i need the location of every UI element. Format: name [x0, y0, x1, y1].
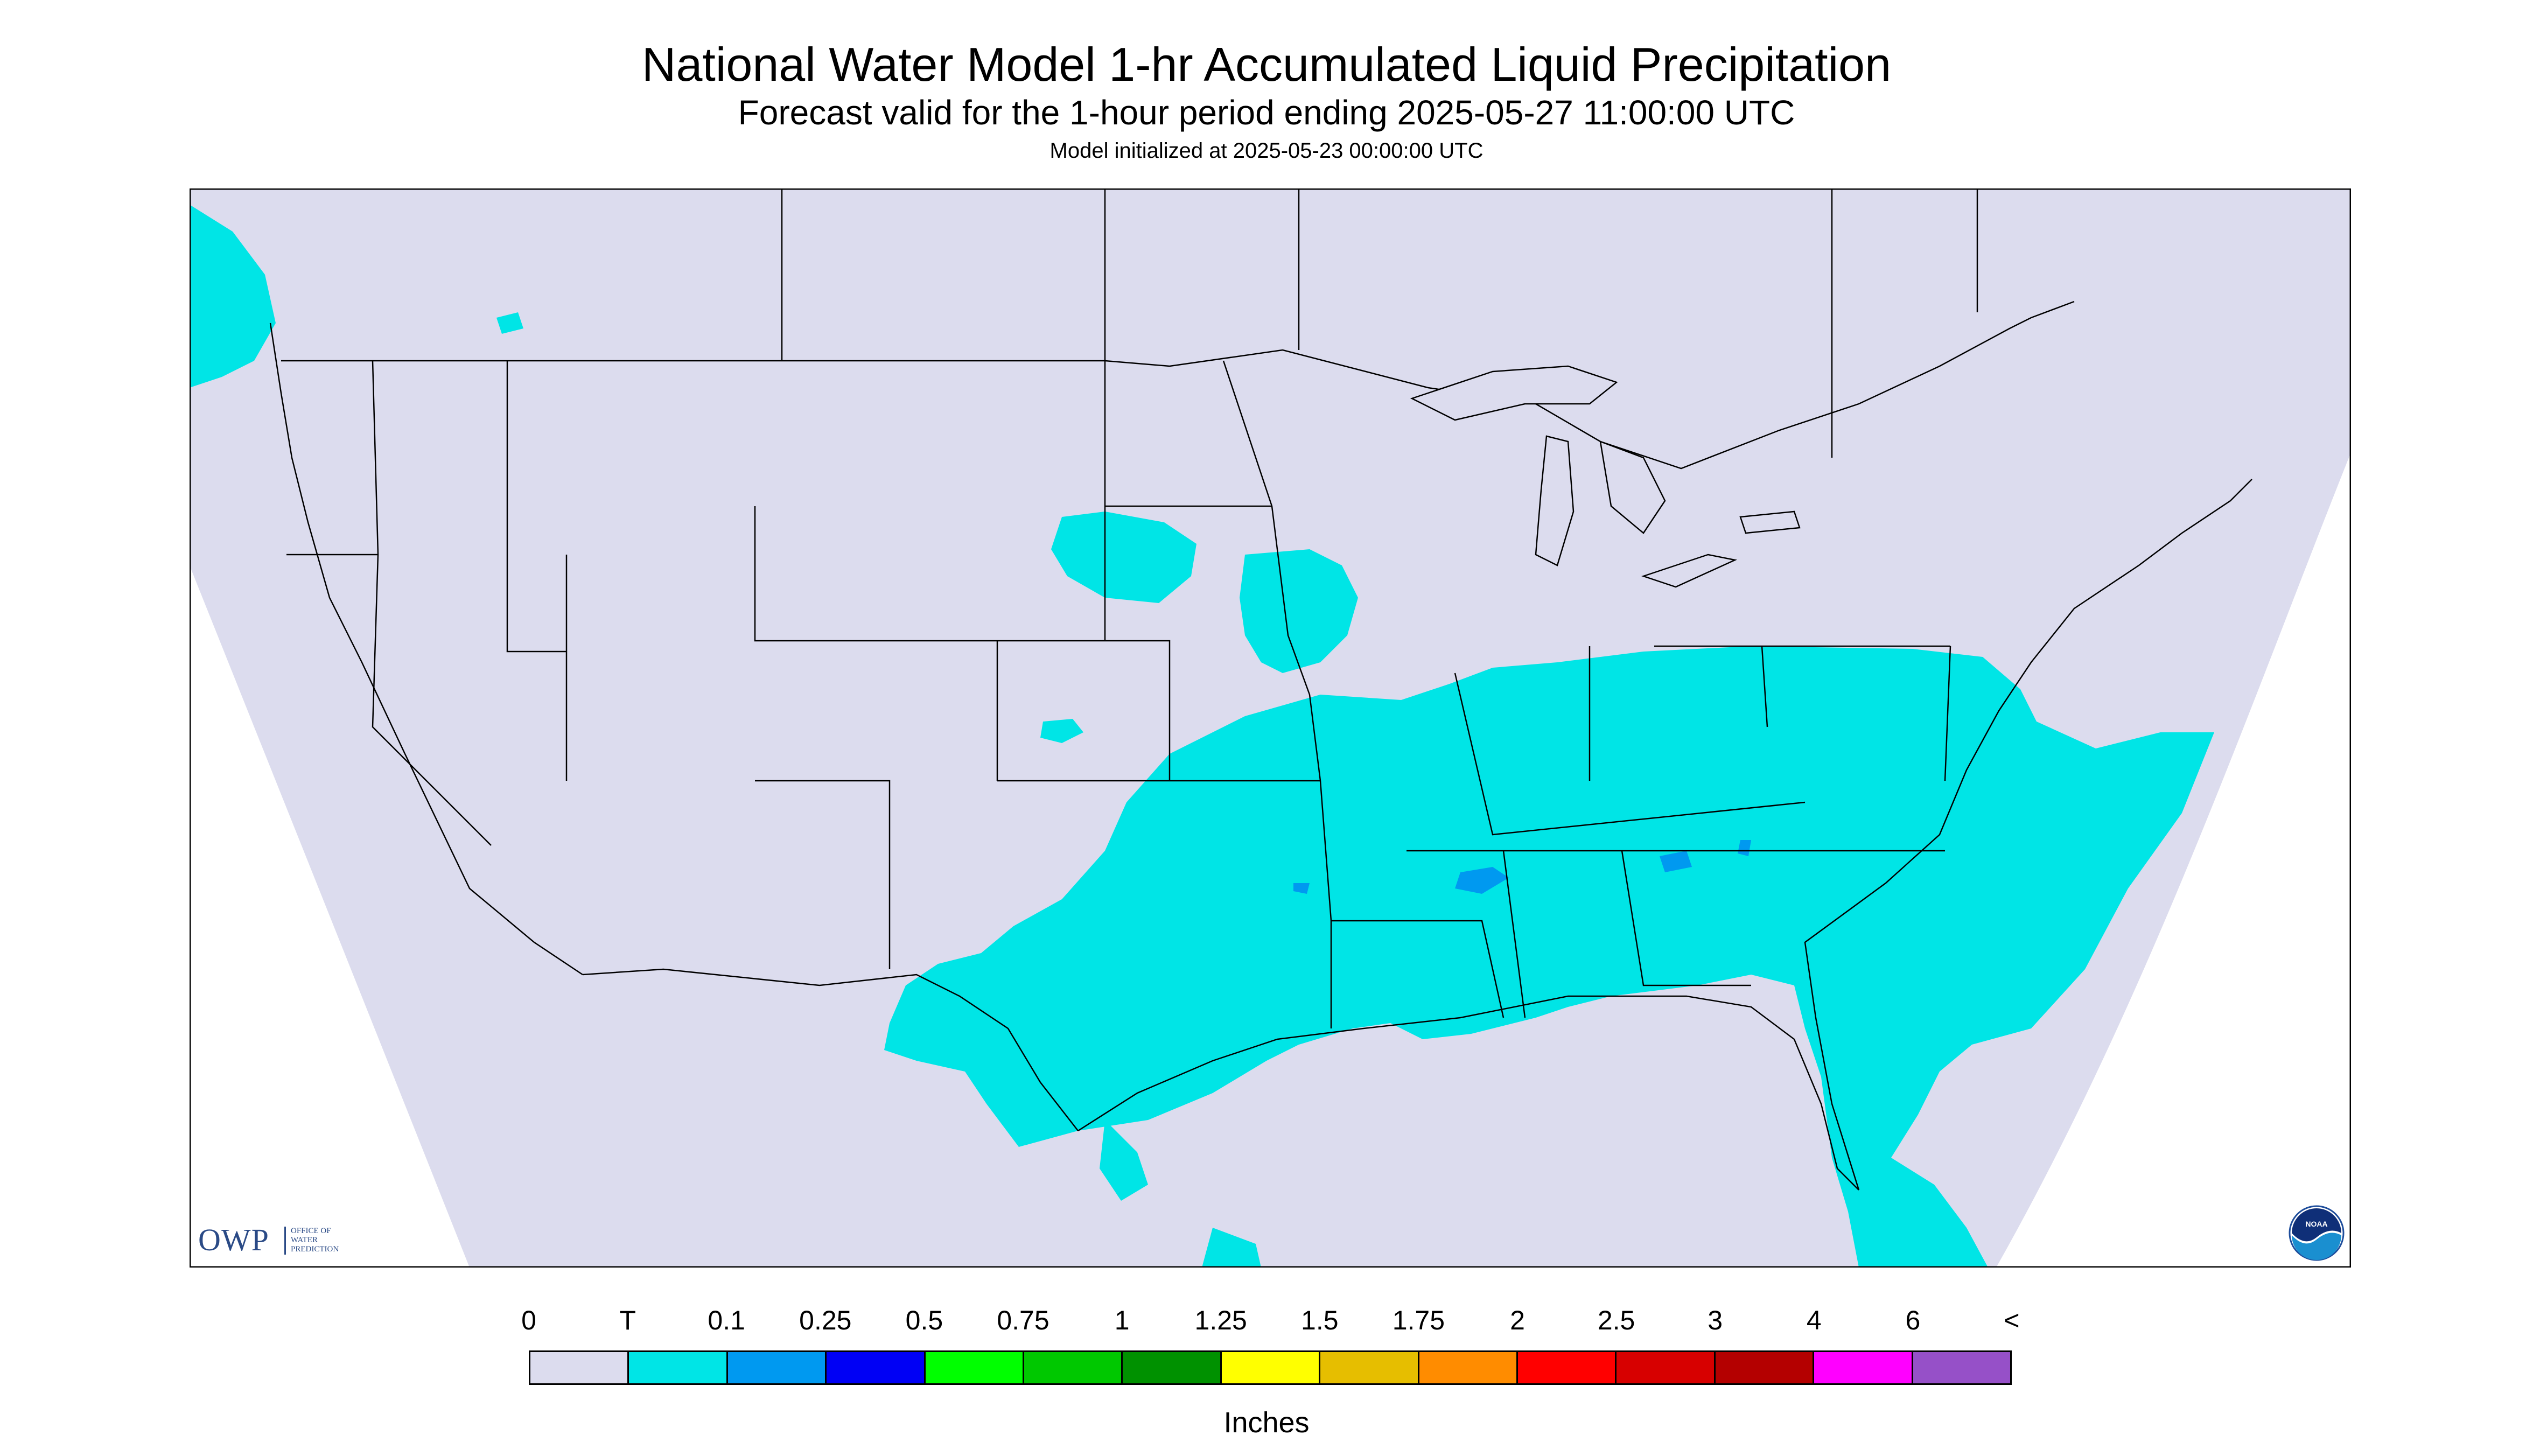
northern-rockies-lines: [286, 360, 1951, 1028]
legend-swatch: [1814, 1352, 1913, 1383]
owp-logo-letters: OWP: [198, 1222, 269, 1257]
outside-domain-right: [1996, 452, 2351, 1268]
model-init-line: Model initialized at 2025-05-23 00:00:00…: [1049, 139, 1484, 163]
precip-area-gulf-south: [1202, 1228, 1261, 1268]
legend-labels: 0 T 0.1 0.25 0.5 0.75 1 1.25 1.5 1.75 2 2.5 3 4 6 <: [0, 1304, 2533, 1339]
legend-label: 2: [1510, 1305, 1525, 1335]
legend-label: 1: [1114, 1305, 1130, 1335]
precip-area-kansas: [1040, 719, 1083, 743]
legend-swatch: [1518, 1352, 1617, 1383]
legend-swatch: [1419, 1352, 1519, 1383]
legend-color-bar: [529, 1350, 2012, 1385]
precipitation-map: [190, 188, 2351, 1268]
owp-logo-subtext: OFFICE OF WATER PREDICTION: [291, 1227, 339, 1254]
noaa-logo-text: NOAA: [2305, 1220, 2327, 1228]
legend-label: 0.1: [708, 1305, 745, 1335]
lake-ontario: [1739, 510, 1801, 534]
owp-logo-divider: [284, 1227, 286, 1255]
legend-label: 1.5: [1301, 1305, 1339, 1335]
legend-swatch: [1221, 1352, 1321, 1383]
legend-label: 0: [521, 1305, 536, 1335]
legend-label: 2.5: [1597, 1305, 1635, 1335]
legend-swatch: [1024, 1352, 1123, 1383]
precip-areas: [190, 205, 2214, 1268]
canada-province-lines: [781, 188, 1978, 458]
legend-swatch: [530, 1352, 629, 1383]
legend-swatch: [925, 1352, 1025, 1383]
map-frame: [190, 188, 2351, 1268]
precip-area-montana: [496, 312, 523, 334]
legend-swatch: [1123, 1352, 1222, 1383]
legend-label: T: [619, 1305, 636, 1335]
legend-label: 6: [1905, 1305, 1921, 1335]
pacific-coast: [269, 323, 583, 976]
atlantic-coast: [1804, 479, 2252, 1191]
precip-area-pacific-nw: [190, 205, 276, 388]
map-title: National Water Model 1-hr Accumulated Li…: [641, 38, 1892, 91]
lake-michigan: [1535, 435, 1575, 566]
owp-logo: OWP OFFICE OF WATER PREDICTION: [198, 1223, 381, 1257]
legend-label: 0.5: [905, 1305, 943, 1335]
legend-label: 4: [1806, 1305, 1822, 1335]
lake-superior: [1410, 365, 1618, 421]
legend-swatch: [727, 1352, 827, 1383]
legend-label: 1.25: [1194, 1305, 1247, 1335]
precip-area-iowa: [1240, 549, 1358, 673]
legend-label: 3: [1708, 1305, 1723, 1335]
legend-label: <: [2004, 1305, 2020, 1335]
legend-swatch: [629, 1352, 728, 1383]
gulf-coast: [1077, 995, 1859, 1191]
lake-huron: [1599, 440, 1666, 534]
precip-area-southeast: [884, 646, 2214, 1268]
legend-swatch: [1617, 1352, 1716, 1383]
state-boundaries: [269, 188, 2252, 1191]
outside-domain-left: [190, 565, 470, 1268]
legend-swatch: [1320, 1352, 1419, 1383]
legend-units: Inches: [1223, 1406, 1310, 1439]
precip-heavier-areas: [1293, 840, 1751, 894]
map-subtitle: Forecast valid for the 1-hour period end…: [738, 93, 1795, 132]
legend-swatch: [1913, 1352, 2011, 1383]
great-lakes: [1410, 365, 1801, 588]
legend-label: 1.75: [1392, 1305, 1445, 1335]
precip-area-south-texas: [1100, 1120, 1148, 1201]
legend-label: 0.25: [799, 1305, 852, 1335]
precip-heavier-mississippi: [1455, 867, 1509, 894]
legend-label: 0.75: [997, 1305, 1049, 1335]
precip-heavier-georgia: [1660, 851, 1692, 872]
precip-heavier-carolina: [1738, 840, 1751, 856]
legend-swatch: [1715, 1352, 1815, 1383]
precip-heavier-arkansas: [1293, 883, 1310, 894]
lake-erie: [1641, 554, 1738, 588]
us-mexico-border: [582, 968, 1079, 1131]
noaa-emblem-icon: NOAA: [2289, 1205, 2345, 1261]
precip-area-northern-plains: [1051, 512, 1196, 603]
legend-swatch: [827, 1352, 926, 1383]
us-canada-border: [281, 300, 2075, 470]
